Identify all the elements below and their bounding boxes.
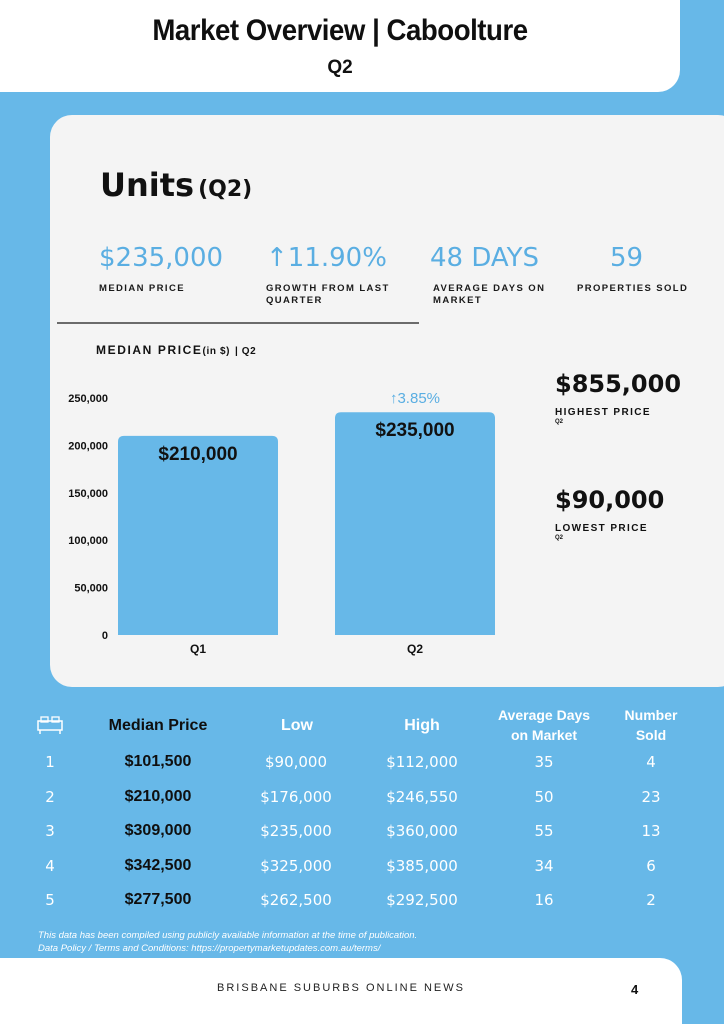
terms-text: Data Policy / Terms and Conditions: http… — [38, 943, 381, 954]
median-price-chart: 0 50,000 100,000 150,000 200,000 250,000 $210,… — [68, 390, 495, 656]
cell-high: $360,000 — [386, 822, 458, 840]
y-tick-label: 100,000 — [68, 535, 108, 547]
stat-median-price-label: MEDIAN PRICE — [99, 283, 185, 294]
cell-beds: 3 — [45, 822, 55, 840]
cell-median: $210,000 — [124, 788, 192, 805]
cell-low: $235,000 — [260, 822, 332, 840]
x-tick-label: Q2 — [407, 642, 423, 656]
footer: BRISBANE SUBURBS ONLINE NEWS 4 — [0, 958, 682, 1024]
cell-days: 50 — [534, 788, 554, 806]
cell-low: $176,000 — [260, 788, 332, 806]
chart-title: MEDIAN PRICE(in $) | Q2 — [96, 343, 256, 357]
bed-icon — [37, 716, 63, 734]
chart-title-main: MEDIAN PRICE — [96, 343, 203, 357]
cell-days: 35 — [534, 753, 554, 771]
col-average-days-line2: on Market — [510, 727, 578, 743]
cell-days: 55 — [534, 822, 554, 840]
cell-low: $90,000 — [264, 753, 328, 771]
col-number-sold-line2: Sold — [635, 727, 667, 743]
col-average-days: Average Days on Market — [489, 705, 599, 745]
cell-high: $112,000 — [386, 753, 458, 771]
cell-low: $325,000 — [260, 857, 332, 875]
divider — [57, 322, 419, 324]
cell-days: 34 — [534, 857, 554, 875]
cell-days: 16 — [534, 891, 554, 909]
chart-title-suffix: | Q2 — [234, 346, 257, 357]
stat-growth-label: GROWTH FROM LAST QUARTER — [266, 283, 390, 306]
stat-growth-value: ↑11.90% — [266, 243, 387, 273]
section-quarter: (Q2) — [198, 177, 253, 202]
stat-sold-value: 59 — [610, 243, 644, 273]
cell-beds: 2 — [45, 788, 55, 806]
lowest-price-quarter: Q2 — [555, 535, 564, 541]
footer-brand: BRISBANE SUBURBS ONLINE NEWS — [217, 982, 465, 994]
lowest-price-label: LOWEST PRICE — [555, 523, 648, 534]
bar-q2 — [335, 412, 495, 635]
page-subtitle: Q2 — [327, 57, 353, 78]
cell-beds: 4 — [45, 857, 55, 875]
chart-title-unit: (in $) — [202, 346, 231, 357]
growth-annotation: ↑3.85% — [390, 390, 440, 407]
bar-q1 — [118, 435, 278, 635]
highest-price-value: $855,000 — [555, 370, 682, 398]
col-low: Low — [281, 717, 313, 734]
cell-sold: 13 — [641, 822, 661, 840]
stat-median-price-value: $235,000 — [99, 243, 224, 273]
col-median-price: Median Price — [108, 717, 208, 734]
cell-median: $277,500 — [124, 891, 192, 908]
cell-low: $262,500 — [260, 891, 332, 909]
y-tick-label: 50,000 — [74, 583, 108, 595]
x-tick-label: Q1 — [190, 642, 206, 656]
cell-sold: 6 — [646, 857, 656, 875]
section-title: Units (Q2) — [100, 166, 252, 204]
cell-beds: 1 — [45, 753, 55, 771]
disclaimer-text: This data has been compiled using public… — [38, 930, 418, 941]
header-panel: Market Overview | Caboolture Q2 — [0, 0, 680, 92]
cell-median: $342,500 — [124, 857, 192, 874]
stat-days-label: AVERAGE DAYS ON MARKET — [433, 283, 546, 306]
cell-beds: 5 — [45, 891, 55, 909]
stat-days-value: 48 DAYS — [430, 243, 540, 273]
bar-data-label: $210,000 — [158, 444, 237, 465]
lowest-price-value: $90,000 — [555, 486, 665, 514]
cell-sold: 23 — [641, 788, 661, 806]
y-tick-label: 150,000 — [68, 488, 108, 500]
bar-data-label: $235,000 — [375, 420, 454, 441]
col-average-days-line1: Average Days — [497, 707, 591, 723]
cell-median: $309,000 — [124, 822, 192, 839]
col-number-sold-line1: Number — [624, 707, 678, 723]
page-number: 4 — [631, 982, 639, 997]
cell-high: $246,550 — [386, 788, 458, 806]
y-tick-label: 250,000 — [68, 393, 108, 405]
cell-high: $385,000 — [386, 857, 458, 875]
page-title: Market Overview | Caboolture — [152, 14, 528, 47]
section-title-text: Units — [100, 166, 195, 204]
stat-sold-label: PROPERTIES SOLD — [577, 283, 689, 294]
highest-price-quarter: Q2 — [555, 419, 564, 425]
cell-sold: 4 — [646, 753, 656, 771]
col-high: High — [404, 717, 440, 734]
highest-price-label: HIGHEST PRICE — [555, 407, 651, 418]
cell-sold: 2 — [646, 891, 656, 909]
y-tick-label: 200,000 — [68, 440, 108, 452]
cell-high: $292,500 — [386, 891, 458, 909]
cell-median: $101,500 — [124, 753, 192, 770]
y-tick-label: 0 — [102, 630, 108, 642]
col-number-sold: Number Sold — [606, 705, 696, 745]
